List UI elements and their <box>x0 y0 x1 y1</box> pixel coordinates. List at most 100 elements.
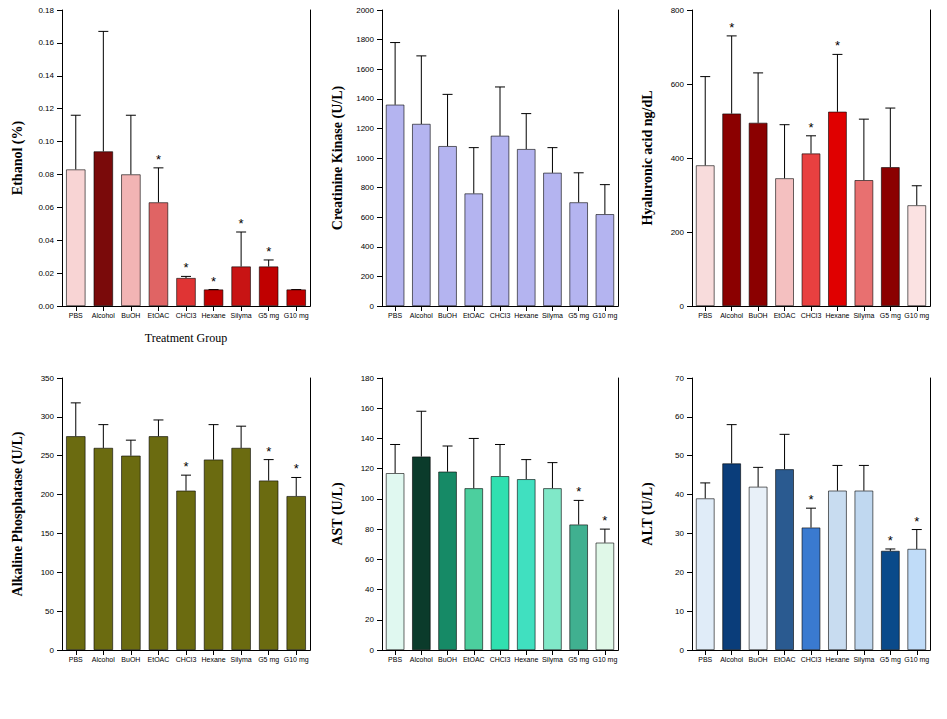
svg-text:0.02: 0.02 <box>38 269 54 278</box>
svg-text:BuOH: BuOH <box>438 312 457 319</box>
svg-text:0.18: 0.18 <box>38 6 54 15</box>
svg-text:Alkaline Phosphatase (U/L): Alkaline Phosphatase (U/L) <box>10 431 26 596</box>
svg-text:CHCl3: CHCl3 <box>801 312 822 319</box>
svg-text:1800: 1800 <box>356 35 374 44</box>
svg-text:0: 0 <box>680 646 685 655</box>
svg-text:G10 mg: G10 mg <box>592 656 617 664</box>
svg-text:CHCl3: CHCl3 <box>490 312 511 319</box>
svg-text:Hexane: Hexane <box>201 312 225 319</box>
svg-text:CHCl3: CHCl3 <box>801 656 822 663</box>
svg-text:Hexane: Hexane <box>201 656 225 663</box>
svg-text:Silyma: Silyma <box>542 312 563 320</box>
svg-text:Hyaluronic acid ng/dL: Hyaluronic acid ng/dL <box>640 90 655 225</box>
svg-text:800: 800 <box>361 183 375 192</box>
svg-text:BuOH: BuOH <box>438 656 457 663</box>
svg-text:600: 600 <box>671 80 685 89</box>
svg-text:PBS: PBS <box>698 312 712 319</box>
svg-text:50: 50 <box>45 607 54 616</box>
svg-text:*: * <box>888 533 893 548</box>
svg-text:Alcohol: Alcohol <box>92 656 115 663</box>
svg-text:10: 10 <box>675 607 684 616</box>
svg-text:*: * <box>211 274 216 289</box>
svg-text:G10 mg: G10 mg <box>904 656 929 664</box>
svg-text:0: 0 <box>370 646 375 655</box>
svg-text:200: 200 <box>671 228 685 237</box>
svg-text:Alcohol: Alcohol <box>720 656 743 663</box>
svg-text:*: * <box>729 20 734 35</box>
svg-text:PBS: PBS <box>69 312 83 319</box>
svg-text:AST (U/L): AST (U/L) <box>330 482 346 545</box>
svg-text:70: 70 <box>675 374 684 383</box>
svg-text:1400: 1400 <box>356 94 374 103</box>
svg-text:100: 100 <box>361 494 375 503</box>
svg-text:0.12: 0.12 <box>38 104 54 113</box>
svg-text:EtOAC: EtOAC <box>774 656 796 663</box>
svg-text:*: * <box>266 444 271 459</box>
svg-text:EtOAC: EtOAC <box>148 656 170 663</box>
svg-text:Alcohol: Alcohol <box>410 312 433 319</box>
svg-text:0.16: 0.16 <box>38 38 54 47</box>
svg-text:1200: 1200 <box>356 124 374 133</box>
svg-text:*: * <box>294 461 299 476</box>
svg-text:BuOH: BuOH <box>121 312 140 319</box>
svg-text:EtOAC: EtOAC <box>774 312 796 319</box>
svg-text:*: * <box>239 216 244 231</box>
svg-text:400: 400 <box>671 154 685 163</box>
svg-text:60: 60 <box>365 555 374 564</box>
svg-text:800: 800 <box>671 6 685 15</box>
svg-text:400: 400 <box>361 242 375 251</box>
svg-text:G5 mg: G5 mg <box>258 312 279 320</box>
svg-text:BuOH: BuOH <box>749 312 768 319</box>
svg-text:G10 mg: G10 mg <box>592 312 617 320</box>
svg-text:0.10: 0.10 <box>38 137 54 146</box>
svg-text:160: 160 <box>361 404 375 413</box>
svg-text:Silyma: Silyma <box>231 656 252 664</box>
svg-text:G5 mg: G5 mg <box>880 312 901 320</box>
svg-text:G5 mg: G5 mg <box>880 656 901 664</box>
svg-text:Silyma: Silyma <box>231 312 252 320</box>
svg-text:20: 20 <box>365 615 374 624</box>
svg-text:*: * <box>266 244 271 259</box>
svg-text:200: 200 <box>361 272 375 281</box>
svg-text:G10 mg: G10 mg <box>284 656 309 664</box>
svg-text:50: 50 <box>675 451 684 460</box>
svg-text:*: * <box>835 38 840 53</box>
svg-text:150: 150 <box>41 529 55 538</box>
svg-text:Hexane: Hexane <box>825 312 849 319</box>
svg-text:CHCl3: CHCl3 <box>176 312 197 319</box>
svg-text:Ethanol (%): Ethanol (%) <box>10 121 26 196</box>
svg-text:EtOAC: EtOAC <box>463 656 485 663</box>
svg-text:1000: 1000 <box>356 154 374 163</box>
svg-text:300: 300 <box>41 412 55 421</box>
svg-text:200: 200 <box>41 490 55 499</box>
svg-text:40: 40 <box>365 585 374 594</box>
svg-text:BuOH: BuOH <box>121 656 140 663</box>
svg-text:*: * <box>183 260 188 275</box>
svg-text:1600: 1600 <box>356 65 374 74</box>
svg-text:Alcohol: Alcohol <box>92 312 115 319</box>
svg-text:Silyma: Silyma <box>542 656 563 664</box>
svg-text:PBS: PBS <box>698 656 712 663</box>
svg-text:140: 140 <box>361 434 375 443</box>
svg-text:80: 80 <box>365 525 374 534</box>
svg-text:250: 250 <box>41 451 55 460</box>
svg-text:ALT (U/L): ALT (U/L) <box>640 482 656 546</box>
svg-text:20: 20 <box>675 568 684 577</box>
svg-text:60: 60 <box>675 412 684 421</box>
svg-text:*: * <box>808 492 813 507</box>
svg-text:Hexane: Hexane <box>514 656 538 663</box>
svg-text:*: * <box>576 484 581 499</box>
svg-text:350: 350 <box>41 374 55 383</box>
svg-text:0.04: 0.04 <box>38 236 54 245</box>
svg-text:0: 0 <box>370 302 375 311</box>
svg-text:Alcohol: Alcohol <box>410 656 433 663</box>
svg-text:*: * <box>602 513 607 528</box>
svg-text:Creatinine Kinase (U/L): Creatinine Kinase (U/L) <box>330 85 346 230</box>
svg-text:Treatment Group: Treatment Group <box>145 331 228 345</box>
svg-text:Hexane: Hexane <box>825 656 849 663</box>
svg-text:40: 40 <box>675 490 684 499</box>
svg-text:G10 mg: G10 mg <box>904 312 929 320</box>
svg-text:PBS: PBS <box>388 656 402 663</box>
svg-text:CHCl3: CHCl3 <box>490 656 511 663</box>
svg-text:0: 0 <box>50 646 55 655</box>
